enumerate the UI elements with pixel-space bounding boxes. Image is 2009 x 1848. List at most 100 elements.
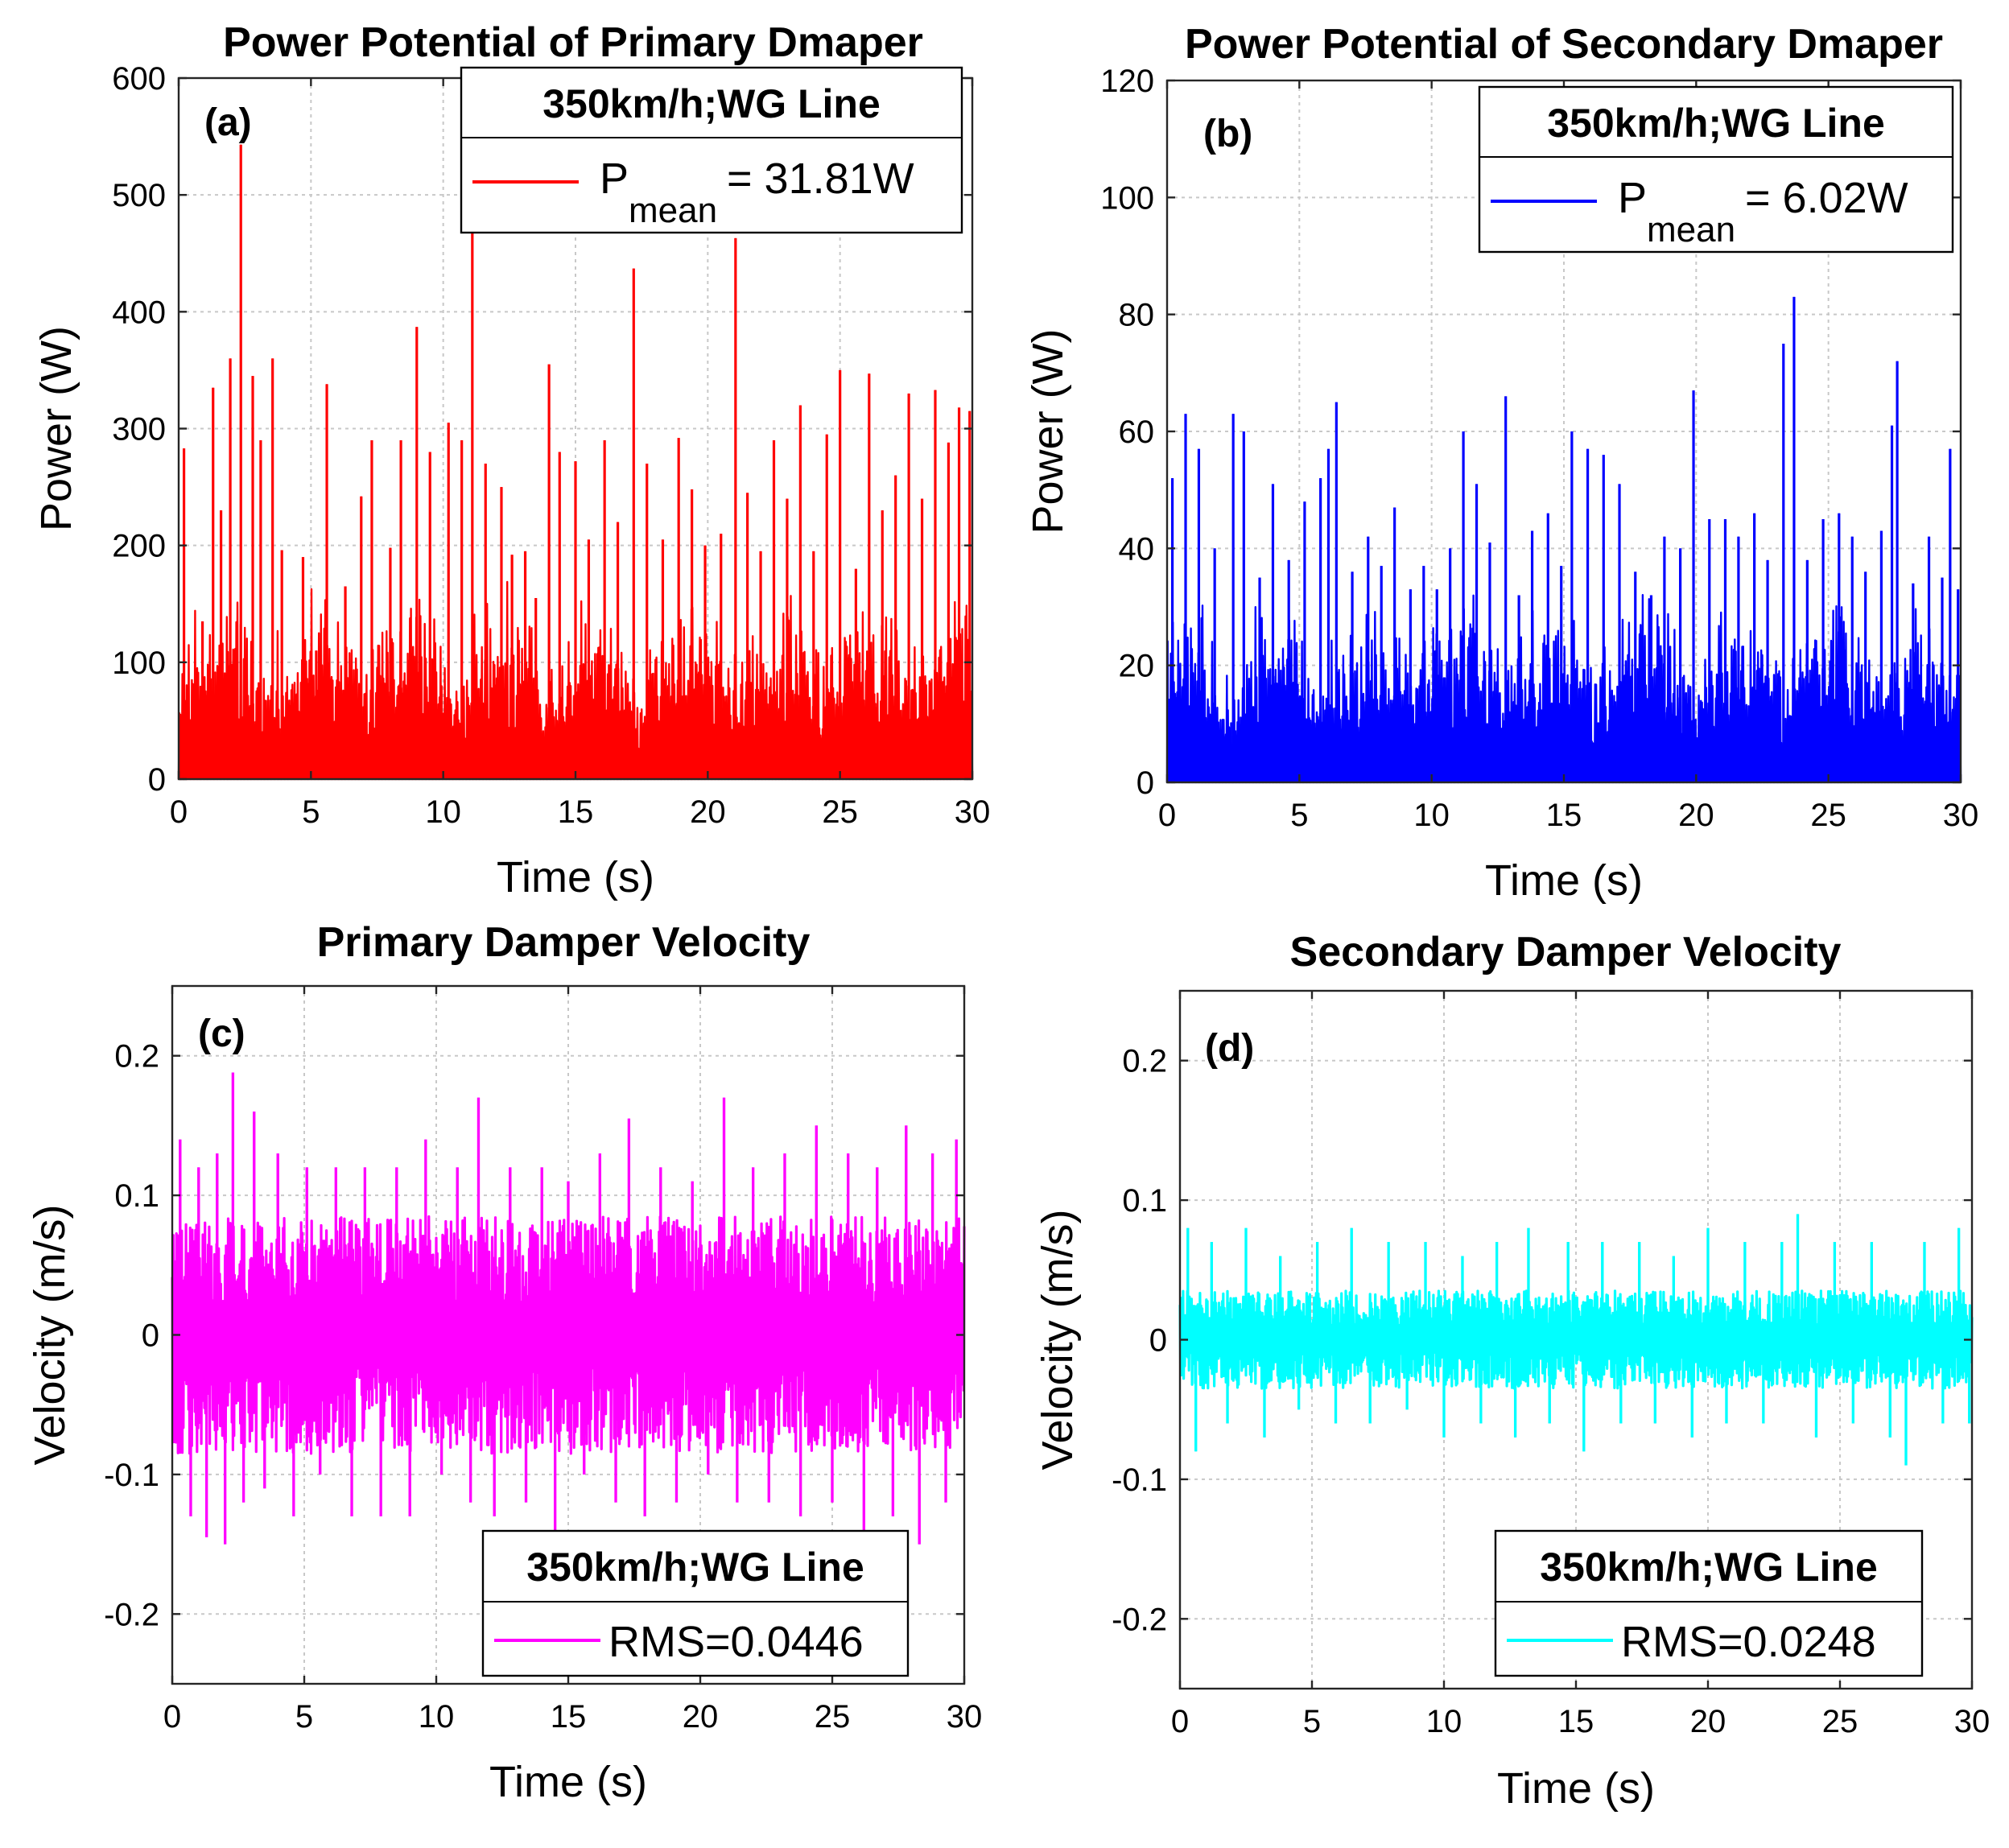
y-tick-label: 100 [112, 646, 166, 681]
y-tick-label: 100 [1100, 180, 1154, 216]
legend-entry-symbol: P [1618, 174, 1647, 222]
legend-entry: RMS=0.0248 [1621, 1618, 1876, 1666]
y-tick-label: -0.2 [104, 1597, 159, 1632]
legend-box [1478, 85, 1954, 254]
x-tick-label: 25 [1810, 798, 1846, 833]
y-tick-label: 40 [1119, 531, 1155, 567]
x-axis-label: Time (s) [489, 1758, 647, 1806]
legend-entry-value: = 6.02W [1745, 174, 1908, 222]
x-tick-label: 10 [1426, 1704, 1462, 1739]
x-tick-label: 10 [425, 794, 461, 830]
legend-box [481, 1529, 910, 1677]
y-axis-label: Power (W) [32, 326, 80, 531]
x-tick-label: 15 [1558, 1704, 1594, 1739]
chart-title: Primary Damper Velocity [317, 919, 811, 966]
peak-points [1186, 1214, 1971, 1466]
peak-points [1170, 296, 1960, 782]
panel-label: (d) [1205, 1027, 1254, 1070]
x-tick-label: 20 [690, 794, 726, 830]
legend-title: 350km/h;WG Line [526, 1545, 864, 1590]
y-tick-label: 600 [112, 61, 166, 97]
x-tick-label: 5 [1290, 798, 1308, 833]
panel-b-power-secondary: 0 5 10 15 20 25 30 0 20 40 60 80 100 120 Power Potenti… [1024, 21, 1978, 905]
x-tick-label: 30 [1954, 1704, 1990, 1739]
x-tick-label: 25 [1822, 1704, 1858, 1739]
panel-label: (c) [198, 1013, 245, 1055]
x-tick-label: 5 [302, 794, 320, 830]
y-tick-label: 20 [1119, 649, 1155, 684]
x-tick-label: 5 [1303, 1704, 1321, 1739]
x-axis-label: Time (s) [1497, 1764, 1655, 1813]
peak-points [179, 1072, 958, 1545]
panel-d-velocity-secondary: 0 5 10 15 20 25 30 -0.2 -0.1 0 0.1 0.2 Secondary Dam… [1033, 929, 1990, 1813]
panel-label: (b) [1203, 113, 1252, 155]
x-tick-label: 0 [163, 1699, 181, 1735]
legend-title: 350km/h;WG Line [1547, 101, 1885, 146]
y-tick-label: 60 [1119, 415, 1155, 450]
y-axis-label: Velocity (m/s) [1033, 1209, 1082, 1470]
y-tick-label: -0.1 [104, 1458, 159, 1493]
y-axis-label: Velocity (m/s) [26, 1204, 74, 1465]
legend-box [460, 66, 963, 234]
chart-title: Power Potential of Secondary Dmaper [1185, 21, 1943, 68]
y-tick-label: 0.1 [1122, 1183, 1167, 1219]
y-tick-label: 0.2 [1122, 1044, 1167, 1079]
legend-box [1494, 1529, 1924, 1677]
legend-title: 350km/h;WG Line [542, 81, 881, 126]
y-tick-label: -0.1 [1112, 1462, 1167, 1498]
x-tick-label: 25 [815, 1699, 851, 1735]
legend-entry: RMS=0.0446 [608, 1618, 864, 1666]
x-tick-label: 0 [1158, 798, 1176, 833]
x-tick-label: 0 [1171, 1704, 1189, 1739]
x-tick-label: 20 [1678, 798, 1714, 833]
x-tick-label: 20 [683, 1699, 719, 1735]
y-tick-label: 0 [1137, 765, 1154, 801]
ticks: 0 5 10 15 20 25 30 -0.2 -0.1 0 0.1 0.2 [104, 986, 982, 1735]
x-tick-label: 25 [822, 794, 858, 830]
legend-entry-symbol: P [600, 155, 629, 203]
x-tick-label: 0 [170, 794, 188, 830]
y-tick-label: 120 [1100, 64, 1154, 99]
ticks: 0 5 10 15 20 25 30 0 20 40 60 80 100 120 [1100, 64, 1978, 833]
y-tick-label: 0 [148, 762, 166, 798]
ticks: 0 5 10 15 20 25 30 -0.2 -0.1 0 0.1 0.2 [1112, 991, 1990, 1739]
y-tick-label: 300 [112, 412, 166, 448]
y-tick-label: 0.1 [114, 1178, 159, 1214]
x-tick-label: 30 [955, 794, 991, 830]
legend: 350km/h;WG Line RMS=0.0446 [481, 1529, 910, 1677]
y-tick-label: 0.2 [114, 1039, 159, 1075]
x-tick-label: 15 [551, 1699, 587, 1735]
x-tick-label: 5 [295, 1699, 313, 1735]
legend-entry-subscript: mean [629, 191, 717, 230]
y-tick-label: 0 [142, 1318, 159, 1354]
legend-title: 350km/h;WG Line [1540, 1545, 1878, 1590]
panel-c-velocity-primary: 0 5 10 15 20 25 30 -0.2 -0.1 0 0.1 0.2 Primary Dampe… [26, 919, 982, 1806]
x-tick-label: 10 [1413, 798, 1450, 833]
x-tick-label: 15 [1546, 798, 1582, 833]
x-tick-label: 30 [947, 1699, 983, 1735]
x-axis-label: Time (s) [1485, 856, 1643, 905]
y-axis-label: Power (W) [1024, 329, 1072, 534]
x-tick-label: 10 [419, 1699, 455, 1735]
x-tick-label: 30 [1943, 798, 1979, 833]
y-tick-label: 500 [112, 178, 166, 213]
legend-entry-value: = 31.81W [727, 155, 914, 203]
x-axis-label: Time (s) [497, 853, 654, 901]
y-tick-label: -0.2 [1112, 1602, 1167, 1637]
peak-points [182, 144, 971, 779]
x-tick-label: 15 [558, 794, 594, 830]
chart-title: Power Potential of Primary Dmaper [223, 19, 923, 66]
x-tick-label: 20 [1690, 1704, 1726, 1739]
panel-label: (a) [204, 101, 252, 144]
y-tick-label: 200 [112, 529, 166, 564]
y-tick-label: 400 [112, 295, 166, 330]
legend-entry-subscript: mean [1647, 210, 1735, 250]
y-tick-label: 0 [1149, 1323, 1167, 1359]
legend: 350km/h;WG Line RMS=0.0248 [1494, 1529, 1924, 1677]
y-tick-label: 80 [1119, 298, 1155, 333]
